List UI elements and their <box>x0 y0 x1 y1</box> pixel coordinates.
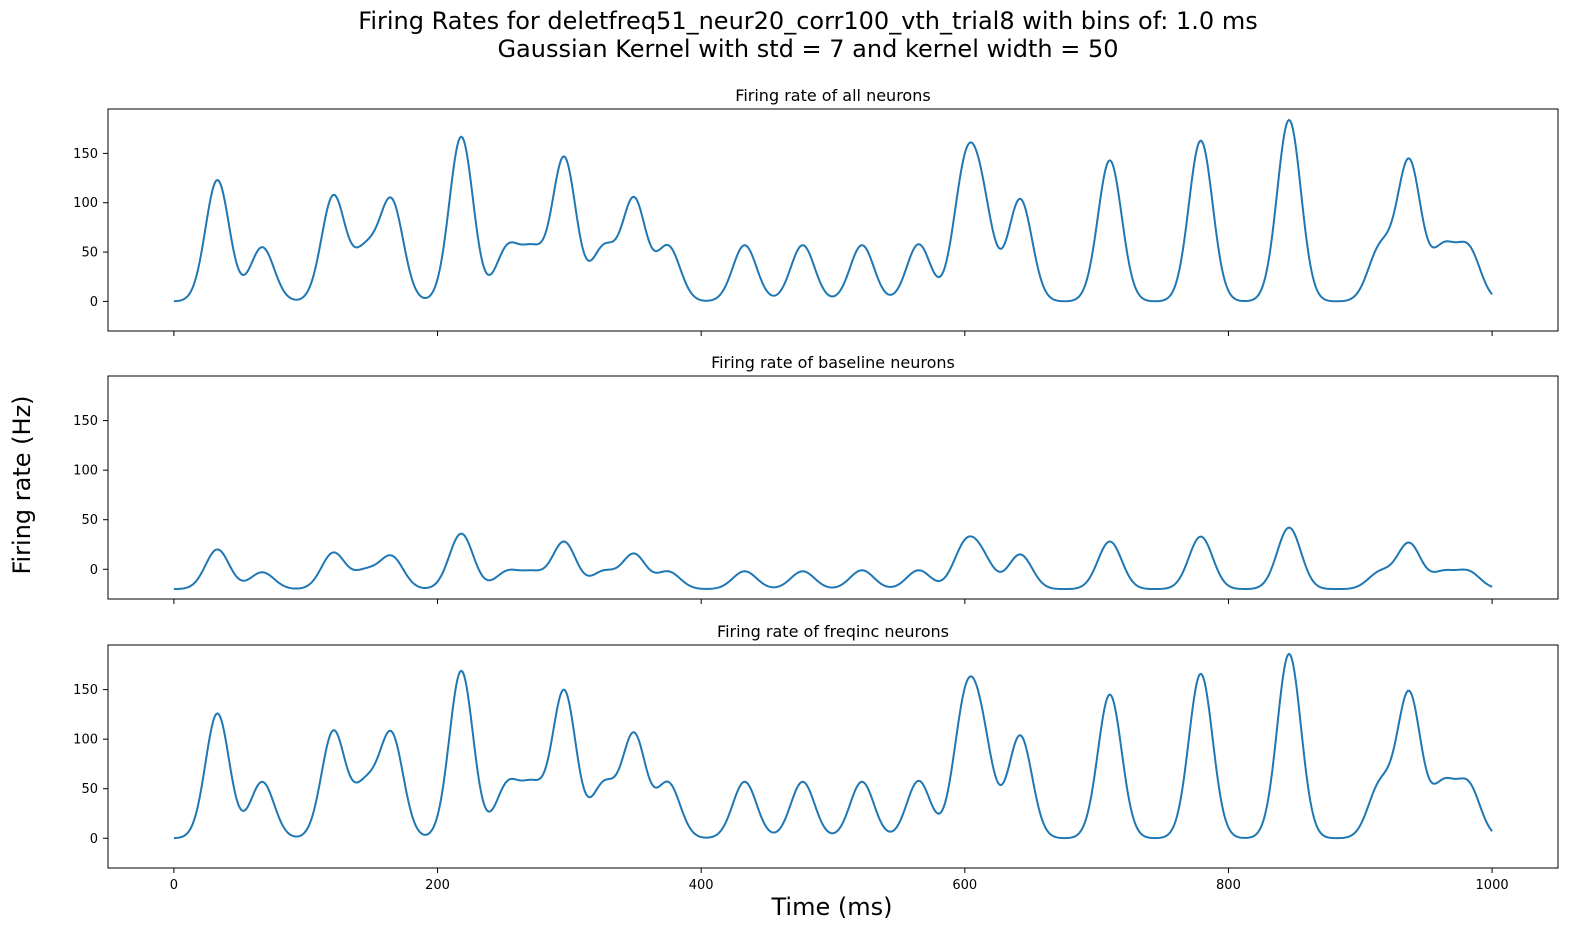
y-tick-label: 150 <box>73 147 98 162</box>
y-tick-label: 150 <box>73 414 98 429</box>
subplot-title: Firing rate of freqinc neurons <box>717 622 949 641</box>
y-tick-label: 100 <box>73 464 98 479</box>
figure-title-line2: Gaussian Kernel with std = 7 and kernel … <box>497 35 1118 63</box>
y-tick-label: 100 <box>73 733 98 748</box>
y-tick-label: 0 <box>90 295 98 310</box>
x-tick-label: 1000 <box>1476 878 1509 893</box>
series-line <box>173 652 1493 840</box>
series-line <box>173 526 1493 591</box>
figure-title-line1: Firing Rates for deletfreq51_neur20_corr… <box>358 7 1257 35</box>
subplot-title: Firing rate of baseline neurons <box>711 353 955 372</box>
axes-frame <box>107 644 1559 869</box>
y-tick-label: 100 <box>73 196 98 211</box>
x-tick-label: 600 <box>952 878 977 893</box>
y-tick-label: 50 <box>81 513 98 528</box>
y-tick-label: 150 <box>73 683 98 698</box>
x-tick-label: 200 <box>425 878 450 893</box>
subplot-3: Firing rate of freqinc neurons 0 50 100 150 0… <box>73 622 1559 893</box>
x-tick-label: 0 <box>170 878 178 893</box>
x-axis-label: Time (ms) <box>771 893 893 921</box>
y-tick-label: 0 <box>90 832 98 847</box>
y-axis-label: Firing rate (Hz) <box>8 395 36 574</box>
x-tick-label: 400 <box>689 878 714 893</box>
axes-frame <box>107 108 1559 332</box>
subplot-title: Firing rate of all neurons <box>735 86 930 105</box>
subplot-1: Firing rate of all neurons 0 50 100 150 <box>73 86 1559 336</box>
y-tick-label: 50 <box>81 246 98 261</box>
x-tick-label: 800 <box>1216 878 1241 893</box>
subplots: Firing rate of all neurons050100150Firin… <box>73 86 1559 893</box>
subplot-2: Firing rate of baseline neurons 0 50 100 150 <box>73 353 1559 604</box>
axes-frame <box>107 375 1559 600</box>
series-line <box>173 118 1493 303</box>
y-tick-label: 50 <box>81 782 98 797</box>
y-tick-label: 0 <box>90 563 98 578</box>
